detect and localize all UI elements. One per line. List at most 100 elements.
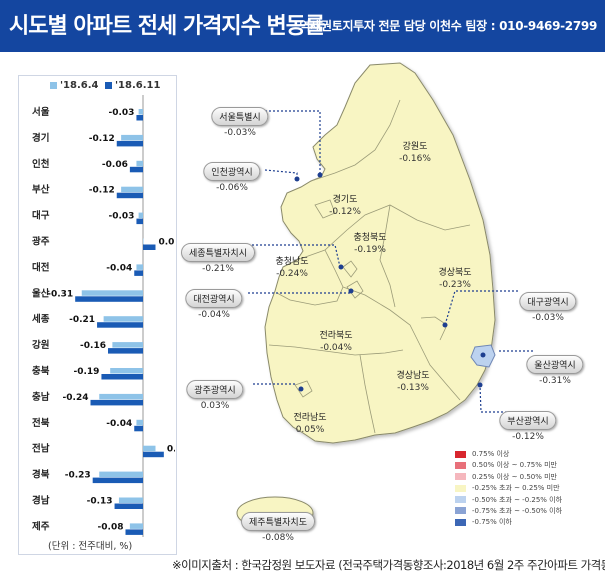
region-value: -0.21% bbox=[202, 264, 234, 274]
map-label: 광주광역시 0.03% bbox=[186, 380, 244, 411]
bar-curr bbox=[129, 166, 143, 173]
category-label: 대전 bbox=[32, 261, 49, 273]
region-value: -0.03% bbox=[532, 313, 564, 323]
map-label: 인천광역시 -0.06% bbox=[203, 162, 261, 193]
region-name: 부산광역시 bbox=[499, 411, 557, 430]
bar-curr bbox=[90, 399, 143, 406]
map-legend-label: -0.75% 이하 bbox=[472, 518, 512, 527]
map-label: 세종특별자치시 -0.21% bbox=[181, 243, 255, 274]
map-label: 경상남도 -0.13% bbox=[396, 368, 429, 393]
bar-chart: 서울 -0.03 경기 -0.12 인천 -0.06 부산 -0.12 대구 -0.03 광주 0.0… bbox=[32, 95, 176, 537]
region-value: -0.03% bbox=[224, 128, 256, 138]
map-legend-swatch bbox=[455, 507, 466, 515]
region-boundaries bbox=[268, 99, 471, 434]
region-value: -0.08% bbox=[262, 533, 294, 543]
region-value: -0.04% bbox=[198, 310, 230, 320]
data-label: -0.24 bbox=[63, 393, 89, 403]
region-name: 대구광역시 bbox=[519, 292, 577, 311]
region-value: -0.23% bbox=[439, 280, 471, 290]
region-value: -0.04% bbox=[320, 343, 352, 353]
region-value: -0.12% bbox=[512, 432, 544, 442]
bar-curr bbox=[114, 503, 143, 509]
bar-curr bbox=[116, 140, 143, 147]
map-legend-swatch bbox=[455, 496, 466, 504]
bar-prev bbox=[136, 160, 143, 167]
bar-prev bbox=[112, 342, 143, 348]
source-note: ※이미지출처 : 한국감정원 보도자료 (전국주택가격동향조사:2018년 6월… bbox=[172, 558, 605, 572]
region-name: 전라북도 bbox=[319, 331, 353, 341]
bar-prev bbox=[129, 523, 143, 529]
region-name: 서울특별시 bbox=[211, 107, 269, 126]
data-label: -0.08 bbox=[98, 522, 124, 532]
map-legend: 0.75% 이상 0.50% 이상 ~ 0.75% 미만 0.25% 이상 ~ 0.… bbox=[455, 449, 595, 529]
map-legend-label: 0.50% 이상 ~ 0.75% 미만 bbox=[472, 461, 558, 470]
category-label: 충남 bbox=[32, 391, 50, 403]
unit-note: (단위 : 전주대비, %) bbox=[48, 541, 133, 552]
category-label: 대구 bbox=[32, 210, 50, 222]
region-name: 대전광역시 bbox=[185, 289, 243, 308]
data-label: -0.13 bbox=[87, 497, 113, 507]
legend-curr-label: '18.6.11 bbox=[115, 80, 161, 91]
bar-curr bbox=[143, 244, 156, 250]
map-legend-item: 0.75% 이상 bbox=[455, 449, 595, 460]
category-label: 전남 bbox=[32, 443, 50, 455]
region-value: -0.06% bbox=[216, 183, 248, 193]
region-name: 제주특별자치도 bbox=[241, 512, 315, 531]
bar-curr bbox=[136, 115, 143, 121]
map-legend-label: -0.25% 초과 ~ 0.25% 미만 bbox=[472, 484, 560, 493]
category-label: 강원 bbox=[32, 339, 49, 351]
map-legend-label: -0.50% 초과 ~ -0.25% 이하 bbox=[472, 495, 563, 504]
bar-curr bbox=[125, 529, 143, 535]
category-label: 울산 bbox=[32, 287, 50, 299]
map-legend-item: -0.75% 이하 bbox=[455, 517, 595, 528]
category-label: 전북 bbox=[32, 417, 50, 429]
map-label: 충청북도 -0.19% bbox=[353, 230, 386, 255]
region-value: 0.03% bbox=[200, 401, 230, 411]
map-legend-label: -0.75% 초과 ~ -0.50% 이하 bbox=[472, 506, 563, 515]
data-label: -0.12 bbox=[89, 186, 115, 196]
map-legend-item: 0.50% 이상 ~ 0.75% 미만 bbox=[455, 460, 595, 471]
map-legend-item: 0.25% 이상 ~ 0.50% 미만 bbox=[455, 472, 595, 483]
map-legend-swatch bbox=[455, 450, 466, 458]
bar-curr bbox=[108, 348, 143, 354]
bar-curr bbox=[136, 218, 143, 225]
category-label: 세종 bbox=[32, 313, 50, 325]
map-label: 경기도 -0.12% bbox=[329, 192, 361, 217]
map-label: 전라북도 -0.04% bbox=[319, 328, 352, 353]
region-name: 광주광역시 bbox=[186, 380, 244, 399]
data-label: -0.04 bbox=[106, 419, 132, 429]
bar-prev bbox=[81, 290, 143, 296]
map-label: 전라남도 0.05% bbox=[293, 410, 326, 435]
bar-prev bbox=[99, 393, 143, 400]
data-label: -0.21 bbox=[69, 315, 95, 325]
region-value: -0.16% bbox=[399, 154, 431, 164]
bar-prev bbox=[138, 212, 143, 219]
data-label: -0.03 bbox=[108, 108, 134, 118]
legend-prev-swatch bbox=[50, 81, 57, 89]
region-name: 울산광역시 bbox=[526, 355, 584, 374]
map-legend-swatch bbox=[455, 461, 466, 469]
bar-curr bbox=[97, 322, 143, 328]
data-label: -0.12 bbox=[89, 134, 115, 144]
map-legend-label: 0.25% 이상 ~ 0.50% 미만 bbox=[472, 472, 558, 481]
bar-prev bbox=[138, 109, 143, 115]
category-label: 부산 bbox=[32, 184, 50, 196]
category-label: 광주 bbox=[32, 236, 50, 248]
contact-info: 역세권토지투자 전문 담당 이천수 팀장 : 010-9469-2799 bbox=[299, 19, 597, 33]
bar-curr bbox=[92, 477, 143, 484]
region-name: 인천광역시 bbox=[203, 162, 261, 181]
bar-curr bbox=[134, 270, 143, 276]
data-label: 0.03 bbox=[159, 238, 176, 248]
region-value: 0.05% bbox=[295, 425, 325, 435]
data-label: -0.23 bbox=[65, 471, 91, 481]
legend-prev-label: '18.6.4 bbox=[60, 80, 99, 91]
bar-curr bbox=[143, 451, 164, 458]
bar-prev bbox=[136, 419, 143, 426]
category-label: 제주 bbox=[32, 520, 50, 532]
bar-prev bbox=[99, 471, 143, 478]
map-label: 대전광역시 -0.04% bbox=[185, 289, 243, 320]
bar-prev bbox=[121, 186, 143, 193]
bar-prev bbox=[143, 445, 156, 452]
map-label: 서울특별시 -0.03% bbox=[211, 107, 269, 138]
map-label: 강원도 -0.16% bbox=[399, 139, 431, 164]
